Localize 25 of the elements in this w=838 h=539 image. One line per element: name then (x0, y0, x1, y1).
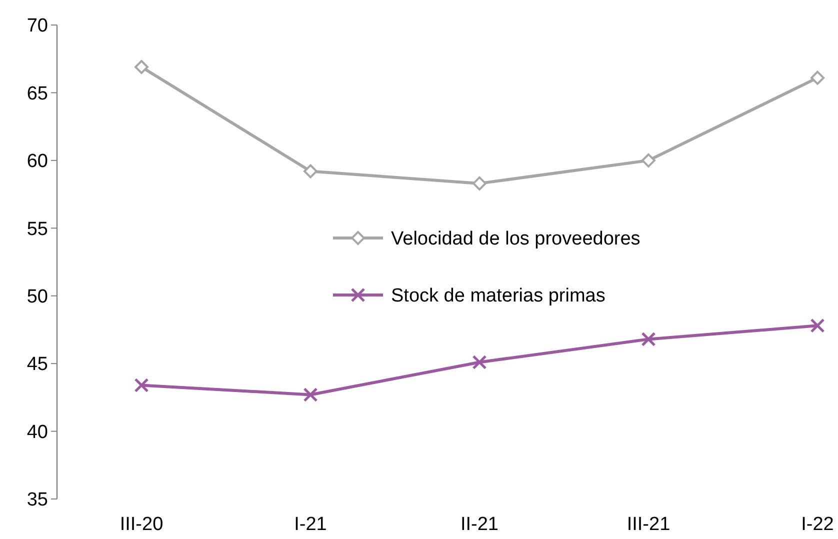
point (472, 176, 486, 190)
legend-label: Stock de materias primas (391, 286, 606, 307)
x-tick-label: III-21 (626, 514, 670, 535)
point (642, 153, 656, 168)
point (810, 318, 825, 333)
y-tick-label: 45 (26, 354, 48, 376)
y-tick-label: 55 (26, 218, 48, 240)
y-tick-label: 35 (26, 490, 48, 511)
y-tick-label: 65 (26, 83, 48, 104)
point (810, 70, 824, 85)
point (304, 164, 318, 178)
point (472, 354, 487, 370)
y-tick-label: 60 (26, 151, 48, 172)
point (134, 60, 148, 74)
point (641, 332, 656, 346)
legend-label: Velocidad de los proveedores (391, 228, 640, 250)
x-tick-label: III-20 (120, 514, 164, 535)
y-tick-label: 50 (26, 286, 48, 308)
point (303, 387, 318, 402)
y-tick-label: 70 (26, 16, 48, 37)
x-tick-label: I-22 (801, 514, 834, 535)
x-tick-label: II-21 (460, 514, 499, 535)
point (134, 378, 149, 392)
x-tick-label: I-21 (294, 514, 327, 535)
y-tick-label: 40 (26, 422, 48, 443)
